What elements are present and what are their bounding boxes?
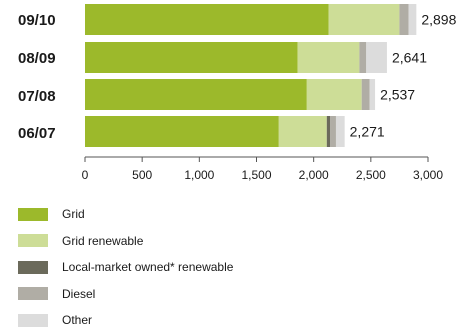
- legend-swatch-other: [18, 313, 48, 327]
- category-label-0708: 07/08: [18, 88, 56, 105]
- legend-label-grid-renewable: Grid renewable: [62, 233, 144, 248]
- bar-07-08-grid: [85, 79, 307, 110]
- bar-06-07-other: [335, 116, 345, 147]
- bar-06-07-grid-renewable: [278, 116, 327, 147]
- bar-08-09-grid: [85, 42, 298, 73]
- x-tick-label: 0: [82, 168, 89, 182]
- x-tick-label: 500: [132, 168, 152, 182]
- total-label-09-10: 2,898: [421, 12, 456, 28]
- legend-swatch-grid: [18, 207, 48, 221]
- bar-07-08-diesel: [361, 79, 370, 110]
- total-label-07-08: 2,537: [380, 87, 415, 103]
- legend-swatch-local-market-renewable: [18, 260, 48, 274]
- bar-09-10-grid: [85, 4, 329, 35]
- x-tick-label: 1,000: [184, 168, 214, 182]
- legend-label-grid: Grid: [62, 207, 85, 222]
- x-axis: 0 500 1,000 1,500 2,000 2,500 3,000: [82, 156, 443, 182]
- total-labels: 2,898 2,641 2,537 2,271: [350, 12, 457, 140]
- stacked-bar-chart: 09/10 08/09 07/08 06/07 2,8982,6412,5372…: [18, 4, 457, 182]
- bar-06-07-grid: [85, 116, 279, 147]
- bar-08-09-diesel: [359, 42, 367, 73]
- bar-08-09-other: [366, 42, 387, 73]
- total-label-08-09: 2,641: [392, 50, 427, 66]
- bar-06-07-local-market-owned-renewable: [326, 116, 331, 147]
- category-label-0809: 08/09: [18, 50, 56, 67]
- x-tick-label: 2,500: [356, 168, 386, 182]
- bar-09-10-grid-renewable: [328, 4, 400, 35]
- legend-label-diesel: Diesel: [62, 286, 96, 301]
- legend-swatch-diesel: [18, 287, 48, 301]
- category-label-0607: 06/07: [18, 125, 56, 142]
- x-tick-label: 1,500: [241, 168, 271, 182]
- legend-item-grid-renewable: Grid renewable: [18, 228, 233, 255]
- bar-07-08-other: [369, 79, 376, 110]
- bar-06-07-diesel: [330, 116, 336, 147]
- legend-item-diesel: Diesel: [18, 281, 233, 308]
- x-tick-label: 2,000: [299, 168, 329, 182]
- bar-09-10-diesel: [399, 4, 409, 35]
- legend-label-other: Other: [62, 313, 93, 328]
- bar-09-10-other: [408, 4, 417, 35]
- legend-item-local-market-renewable: Local-market owned* renewable: [18, 254, 233, 281]
- legend-swatch-grid-renewable: [18, 234, 48, 248]
- legend-item-other: Other: [18, 307, 233, 334]
- total-label-06-07: 2,271: [350, 124, 385, 140]
- legend: Grid Grid renewable Local-market owned* …: [18, 201, 233, 334]
- legend-item-grid: Grid: [18, 201, 233, 228]
- category-labels: 09/10 08/09 07/08 06/07: [18, 12, 56, 142]
- category-label-0910: 09/10: [18, 12, 56, 29]
- bar-07-08-grid-renewable: [306, 79, 362, 110]
- legend-label-local-market-renewable: Local-market owned* renewable: [62, 260, 234, 275]
- x-tick-label: 3,000: [413, 168, 443, 182]
- bar-segments: [85, 4, 417, 147]
- bar-08-09-grid-renewable: [297, 42, 360, 73]
